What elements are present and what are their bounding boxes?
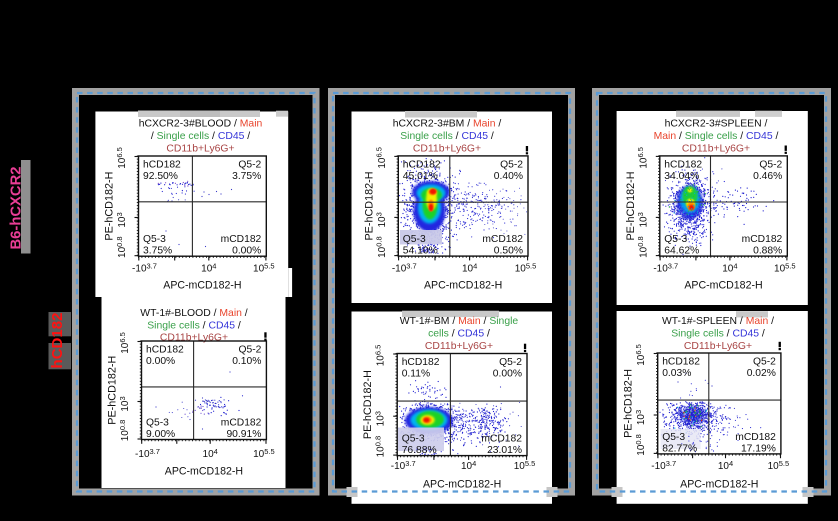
svg-text:45.01%: 45.01%	[403, 171, 438, 182]
svg-text:0.40%: 0.40%	[494, 171, 523, 182]
svg-text:hCD182: hCD182	[143, 160, 181, 171]
svg-text:90.91%: 90.91%	[226, 429, 261, 440]
svg-text:Q5-2: Q5-2	[238, 345, 261, 356]
svg-text:hCD182: hCD182	[146, 345, 184, 356]
svg-text:Single cells / CD45 /: Single cells / CD45 /	[147, 321, 241, 332]
svg-text:Main / Single cells / CD45 /: Main / Single cells / CD45 /	[654, 131, 779, 142]
svg-text:0.10%: 0.10%	[232, 356, 261, 367]
svg-text:0.50%: 0.50%	[494, 246, 523, 257]
svg-text:hCD182: hCD182	[664, 159, 702, 170]
svg-text:Q5-3: Q5-3	[662, 432, 685, 443]
svg-text:CD11b+Ly6G+: CD11b+Ly6G+	[425, 341, 493, 352]
svg-text:mCD182: mCD182	[735, 432, 776, 443]
svg-text:WT-1#-BM / Main / Single: WT-1#-BM / Main / Single	[400, 316, 519, 327]
svg-text:APC-mCD182-H: APC-mCD182-H	[165, 466, 243, 478]
svg-text:/ Single cells / CD45 /: / Single cells / CD45 /	[151, 131, 250, 142]
svg-text:Q5-3: Q5-3	[402, 434, 425, 445]
svg-text:hCD182: hCD182	[403, 159, 441, 170]
svg-text:Q5-3: Q5-3	[143, 234, 166, 245]
svg-text:cells / CD45 /: cells / CD45 /	[428, 329, 490, 340]
svg-text:APC-mCD182-H: APC-mCD182-H	[423, 478, 501, 490]
svg-text:CD11b+Ly6G+: CD11b+Ly6G+	[413, 144, 481, 155]
svg-text:CD11b+Ly6G+: CD11b+Ly6G+	[684, 341, 752, 352]
svg-text:9.00%: 9.00%	[146, 429, 175, 440]
svg-text:CD11b+Ly6G+: CD11b+Ly6G+	[160, 333, 228, 344]
svg-text:PE-hCD182-H: PE-hCD182-H	[623, 369, 635, 438]
svg-text:Q5-2: Q5-2	[499, 357, 522, 368]
svg-text:Single cells / CD45 /: Single cells / CD45 /	[400, 131, 494, 142]
svg-text:64.62%: 64.62%	[664, 246, 699, 257]
svg-text:0.03%: 0.03%	[662, 368, 691, 379]
svg-text:CD11b+Ly6G+: CD11b+Ly6G+	[166, 144, 234, 155]
svg-text:mCD182: mCD182	[742, 234, 783, 245]
svg-text:0.00%: 0.00%	[146, 356, 175, 367]
svg-text:3.75%: 3.75%	[232, 171, 261, 182]
svg-text:82.77%: 82.77%	[662, 443, 697, 454]
svg-text:B6-hCXCR2: B6-hCXCR2	[8, 166, 24, 249]
svg-text:Q5-3: Q5-3	[664, 234, 687, 245]
svg-text:0.00%: 0.00%	[232, 246, 261, 257]
svg-text:Q5-3: Q5-3	[403, 234, 426, 245]
svg-text:mCD182: mCD182	[221, 234, 262, 245]
svg-text:3.75%: 3.75%	[143, 246, 172, 257]
svg-text:Q5-2: Q5-2	[753, 357, 776, 368]
svg-text:0.02%: 0.02%	[747, 368, 776, 379]
svg-text:hCD182: hCD182	[402, 357, 440, 368]
svg-text:0.46%: 0.46%	[753, 171, 782, 182]
svg-text:hCXCR2-3#BLOOD / Main: hCXCR2-3#BLOOD / Main	[139, 119, 263, 130]
svg-text:0.11%: 0.11%	[402, 369, 430, 380]
svg-text:PE-hCD182-H: PE-hCD182-H	[363, 171, 375, 240]
svg-text:hCXCR2-3#BM / Main /: hCXCR2-3#BM / Main /	[393, 119, 502, 130]
svg-text:76.88%: 76.88%	[402, 445, 437, 456]
svg-text:hCD182: hCD182	[49, 313, 66, 369]
svg-text:APC-mCD182-H: APC-mCD182-H	[424, 280, 502, 292]
svg-text:34.04%: 34.04%	[664, 171, 699, 182]
svg-text:PE-hCD182-H: PE-hCD182-H	[362, 370, 374, 439]
svg-text:PE-hCD182-H: PE-hCD182-H	[107, 356, 119, 425]
svg-text:92.50%: 92.50%	[143, 171, 178, 182]
svg-text:17.19%: 17.19%	[741, 443, 776, 454]
svg-text:hCD182: hCD182	[662, 357, 700, 368]
svg-text:PE-hCD182-H: PE-hCD182-H	[625, 171, 637, 240]
svg-text:Single cells / CD45 /: Single cells / CD45 /	[671, 329, 765, 340]
svg-text:23.01%: 23.01%	[487, 445, 522, 456]
svg-text:mCD182: mCD182	[482, 234, 523, 245]
svg-text:0.88%: 0.88%	[753, 246, 782, 257]
svg-text:WT-1#-SPLEEN / Main /: WT-1#-SPLEEN / Main /	[662, 316, 774, 327]
svg-text:Q5-2: Q5-2	[500, 159, 523, 170]
svg-text:Q5-2: Q5-2	[759, 159, 782, 170]
svg-text:54.10%: 54.10%	[403, 246, 438, 257]
svg-text:APC-mCD182-H: APC-mCD182-H	[680, 478, 758, 490]
svg-text:mCD182: mCD182	[221, 418, 262, 429]
svg-text:CD11b+Ly6G+: CD11b+Ly6G+	[682, 144, 750, 155]
svg-text:APC-mCD182-H: APC-mCD182-H	[684, 280, 762, 292]
svg-text:hCXCR2-3#SPLEEN /: hCXCR2-3#SPLEEN /	[665, 119, 768, 130]
svg-text:Q5-3: Q5-3	[146, 418, 169, 429]
svg-text:WT-1#-BLOOD / Main /: WT-1#-BLOOD / Main /	[140, 308, 248, 319]
svg-text:APC-mCD182-H: APC-mCD182-H	[163, 280, 241, 292]
svg-text:PE-hCD182-H: PE-hCD182-H	[104, 172, 116, 241]
svg-text:0.00%: 0.00%	[493, 369, 522, 380]
svg-text:Q5-2: Q5-2	[238, 160, 261, 171]
svg-text:mCD182: mCD182	[481, 434, 522, 445]
